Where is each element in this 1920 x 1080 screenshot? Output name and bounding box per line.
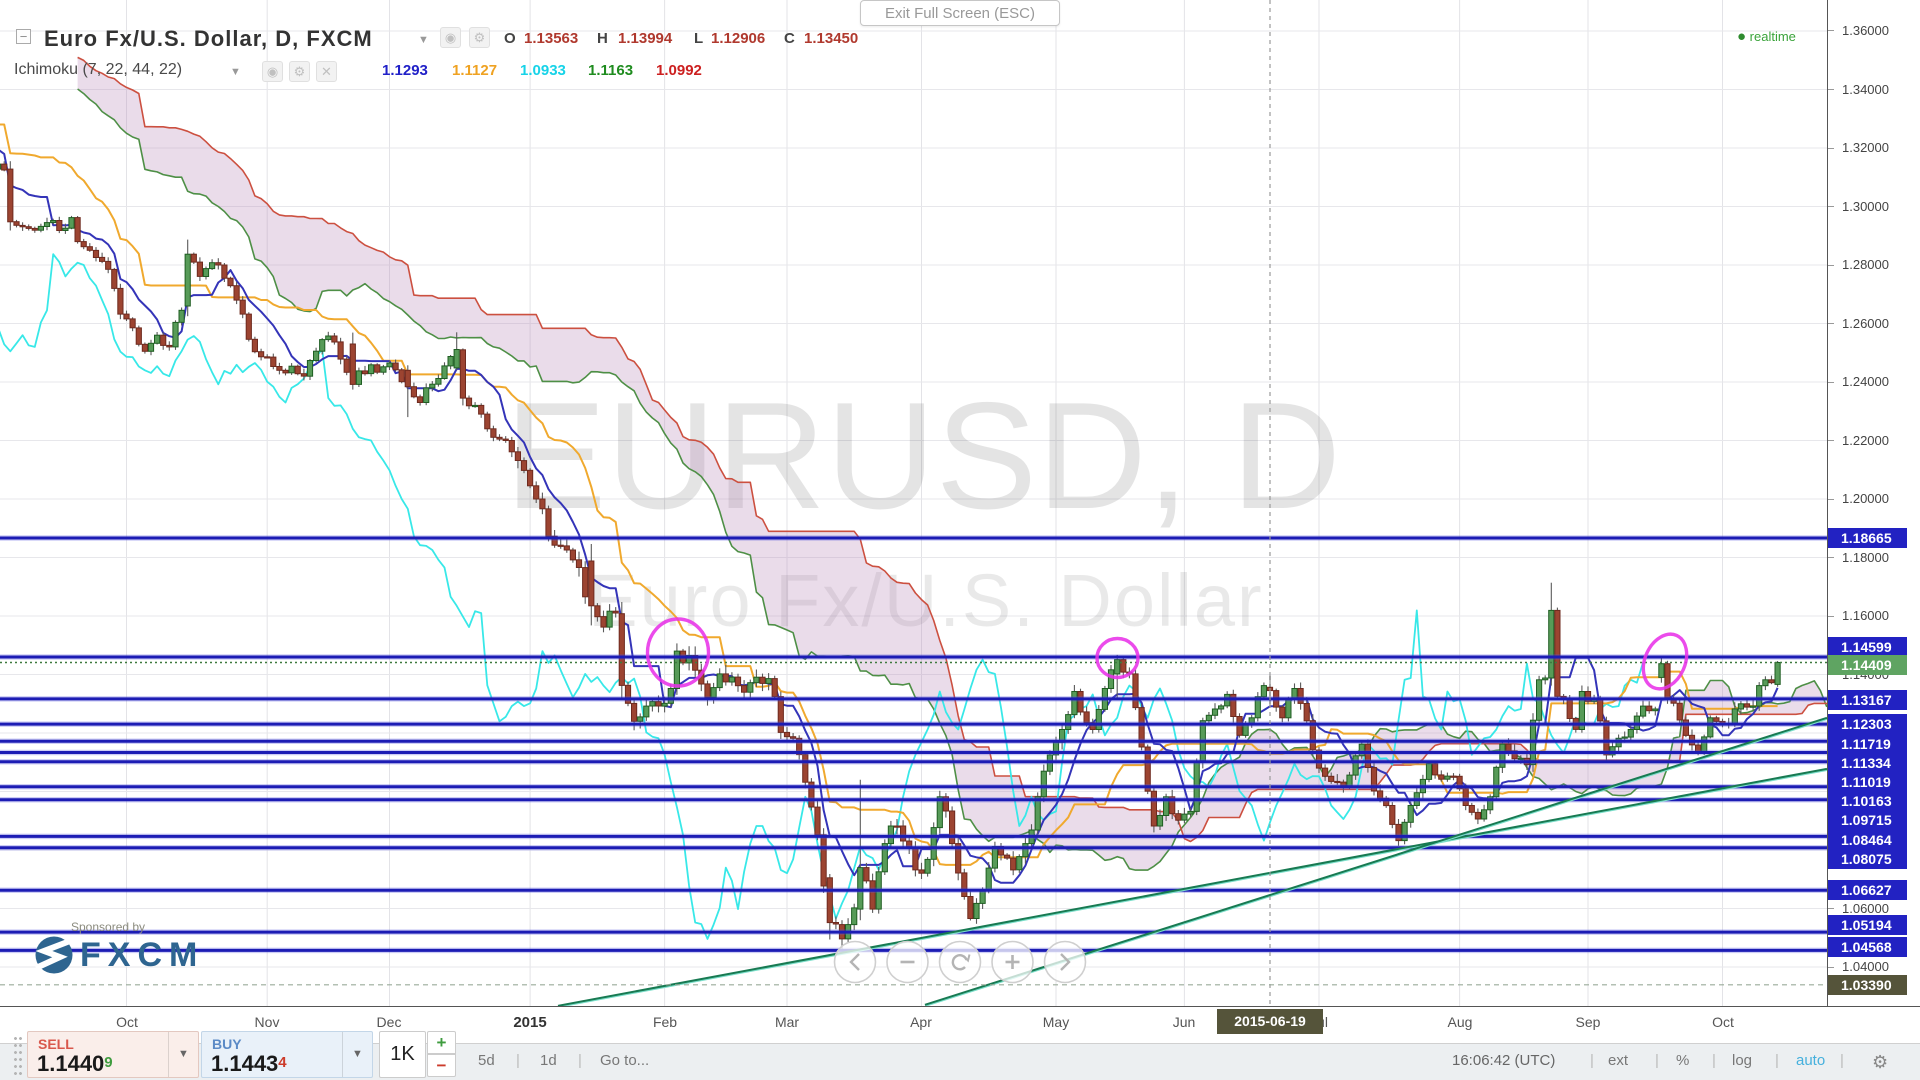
svg-text:Sponsored by: Sponsored by bbox=[71, 920, 145, 934]
svg-text:EURUSD, D: EURUSD, D bbox=[505, 371, 1341, 541]
svg-text:FXCM: FXCM bbox=[80, 936, 204, 974]
